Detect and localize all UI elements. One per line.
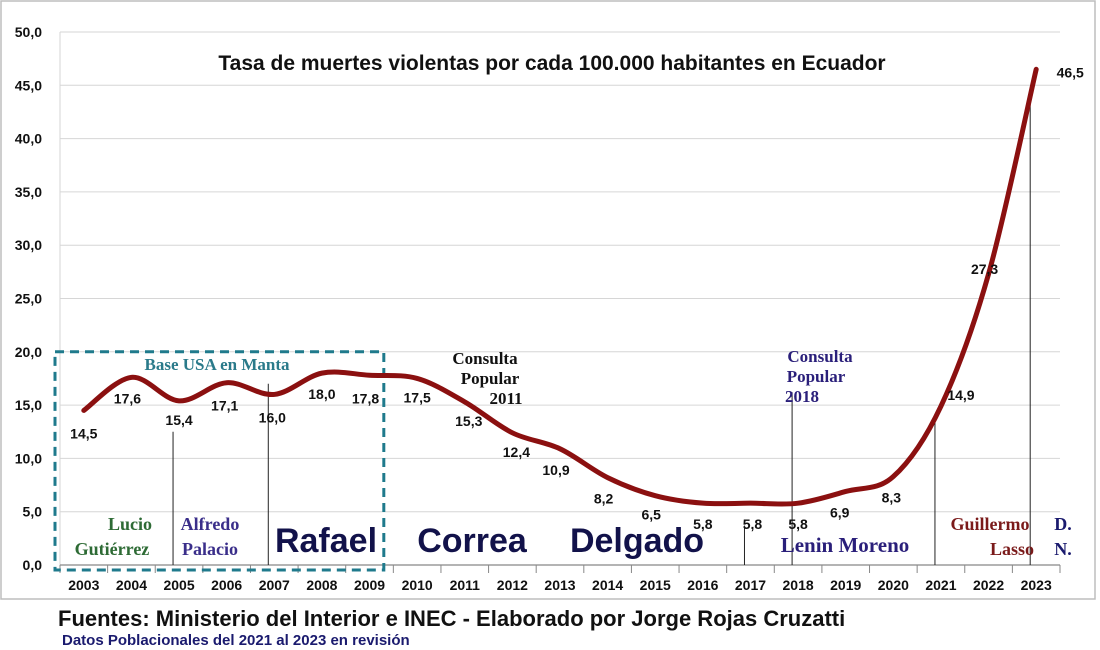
consulta-2011-line2: Popular xyxy=(461,369,520,388)
x-tick-label: 2021 xyxy=(925,577,956,593)
data-label: 8,2 xyxy=(594,491,614,507)
series-line-layer xyxy=(81,66,1039,507)
president-lucio-line1: Lucio xyxy=(108,514,152,534)
president-lucio-line2: Gutiérrez xyxy=(75,539,150,559)
gridlines xyxy=(59,31,1060,565)
data-label: 46,5 xyxy=(1057,64,1084,80)
y-axis-ticks: 0,0 5,0 10,0 15,0 20,0 25,0 30,0 35,0 40,0 45,0 50… xyxy=(15,24,42,573)
x-tick-label: 2005 xyxy=(163,577,194,593)
data-label: 10,9 xyxy=(542,462,569,478)
footer-note: Datos Poblacionales del 2021 al 2023 en … xyxy=(62,632,410,649)
y-tick-label: 15,0 xyxy=(15,397,42,413)
y-tick-label: 45,0 xyxy=(15,77,42,93)
chart-border xyxy=(0,0,1096,600)
x-tick-label: 2013 xyxy=(544,577,575,593)
x-tick-label: 2006 xyxy=(211,577,242,593)
data-label: 15,3 xyxy=(455,413,482,429)
data-label: 6,5 xyxy=(642,507,662,523)
president-alfredo-line2: Palacio xyxy=(182,539,238,559)
data-label: 17,6 xyxy=(114,390,141,406)
data-label: 15,4 xyxy=(165,412,192,428)
data-label: 5,8 xyxy=(693,516,713,532)
president-guillermo-line1: Guillermo xyxy=(951,514,1030,534)
annotation-marks xyxy=(53,88,1031,572)
data-label: 17,5 xyxy=(404,389,431,405)
x-tick-label: 2022 xyxy=(973,577,1004,593)
y-tick-label: 40,0 xyxy=(15,131,42,147)
data-labels: 14,5 17,6 15,4 17,1 16,0 18,0 17,8 17,5 15,3 12,4… xyxy=(70,64,1084,532)
data-label: 17,8 xyxy=(352,390,379,406)
base-usa-dashed-box xyxy=(53,350,386,572)
data-label: 12,4 xyxy=(503,444,530,460)
y-tick-label: 5,0 xyxy=(23,504,43,520)
y-tick-label: 0,0 xyxy=(23,557,43,573)
x-tick-label: 2014 xyxy=(592,577,623,593)
consulta-2018-line3: 2018 xyxy=(785,387,819,406)
data-label: 14,5 xyxy=(70,425,97,441)
x-tick-label: 2008 xyxy=(306,577,337,593)
x-tick-label: 2012 xyxy=(497,577,528,593)
x-tick-label: 2017 xyxy=(735,577,766,593)
x-tick-label: 2009 xyxy=(354,577,385,593)
president-guillermo-line2: Lasso xyxy=(990,539,1034,559)
x-tick-label: 2019 xyxy=(830,577,861,593)
y-tick-label: 25,0 xyxy=(15,291,42,307)
data-label: 18,0 xyxy=(308,386,335,402)
chart-title: Tasa de muertes violentas por cada 100.0… xyxy=(218,52,885,75)
footer-source: Fuentes: Ministerio del Interior e INEC … xyxy=(58,606,845,631)
data-label: 17,1 xyxy=(211,398,238,414)
x-tick-label: 2011 xyxy=(450,577,481,593)
president-lenin: Lenin Moreno xyxy=(781,533,910,557)
consulta-2011-line1: Consulta xyxy=(452,349,518,368)
president-rafael: Rafael xyxy=(275,522,377,560)
y-tick-label: 35,0 xyxy=(15,184,42,200)
president-dn-line1: D. xyxy=(1054,514,1072,534)
data-label: 27,3 xyxy=(971,261,998,277)
x-tick-label: 2004 xyxy=(116,577,147,593)
x-tick-label: 2023 xyxy=(1021,577,1052,593)
consulta-2011-line3: 2011 xyxy=(489,389,522,408)
x-tick-label: 2003 xyxy=(68,577,99,593)
y-tick-label: 50,0 xyxy=(15,24,42,40)
y-tick-label: 10,0 xyxy=(15,450,42,466)
data-label: 5,8 xyxy=(743,516,763,532)
x-tick-label: 2007 xyxy=(259,577,290,593)
president-alfredo-line1: Alfredo xyxy=(181,514,240,534)
x-tick-label: 2020 xyxy=(878,577,909,593)
x-tick-label: 2018 xyxy=(783,577,814,593)
president-dn-line2: N. xyxy=(1054,539,1072,559)
base-usa-label: Base USA en Manta xyxy=(145,355,290,374)
x-tick-label: 2016 xyxy=(687,577,718,593)
data-label: 16,0 xyxy=(259,409,286,425)
data-label: 5,8 xyxy=(788,516,808,532)
x-tick-label: 2015 xyxy=(640,577,671,593)
consulta-2018-line1: Consulta xyxy=(787,347,853,366)
data-label: 14,9 xyxy=(947,387,974,403)
data-label: 6,9 xyxy=(830,504,850,520)
y-tick-label: 30,0 xyxy=(15,237,42,253)
series-line xyxy=(81,66,1039,507)
y-tick-label: 20,0 xyxy=(15,344,42,360)
x-axis-ticks: 2003 2004 2005 2006 2007 2008 2009 2010 2011 2012… xyxy=(59,565,1061,593)
x-tick-label: 2010 xyxy=(402,577,433,593)
data-label: 8,3 xyxy=(882,490,902,506)
consulta-2018-line2: Popular xyxy=(787,367,846,386)
president-correa: Correa xyxy=(417,522,528,560)
president-delgado: Delgado xyxy=(570,522,704,560)
